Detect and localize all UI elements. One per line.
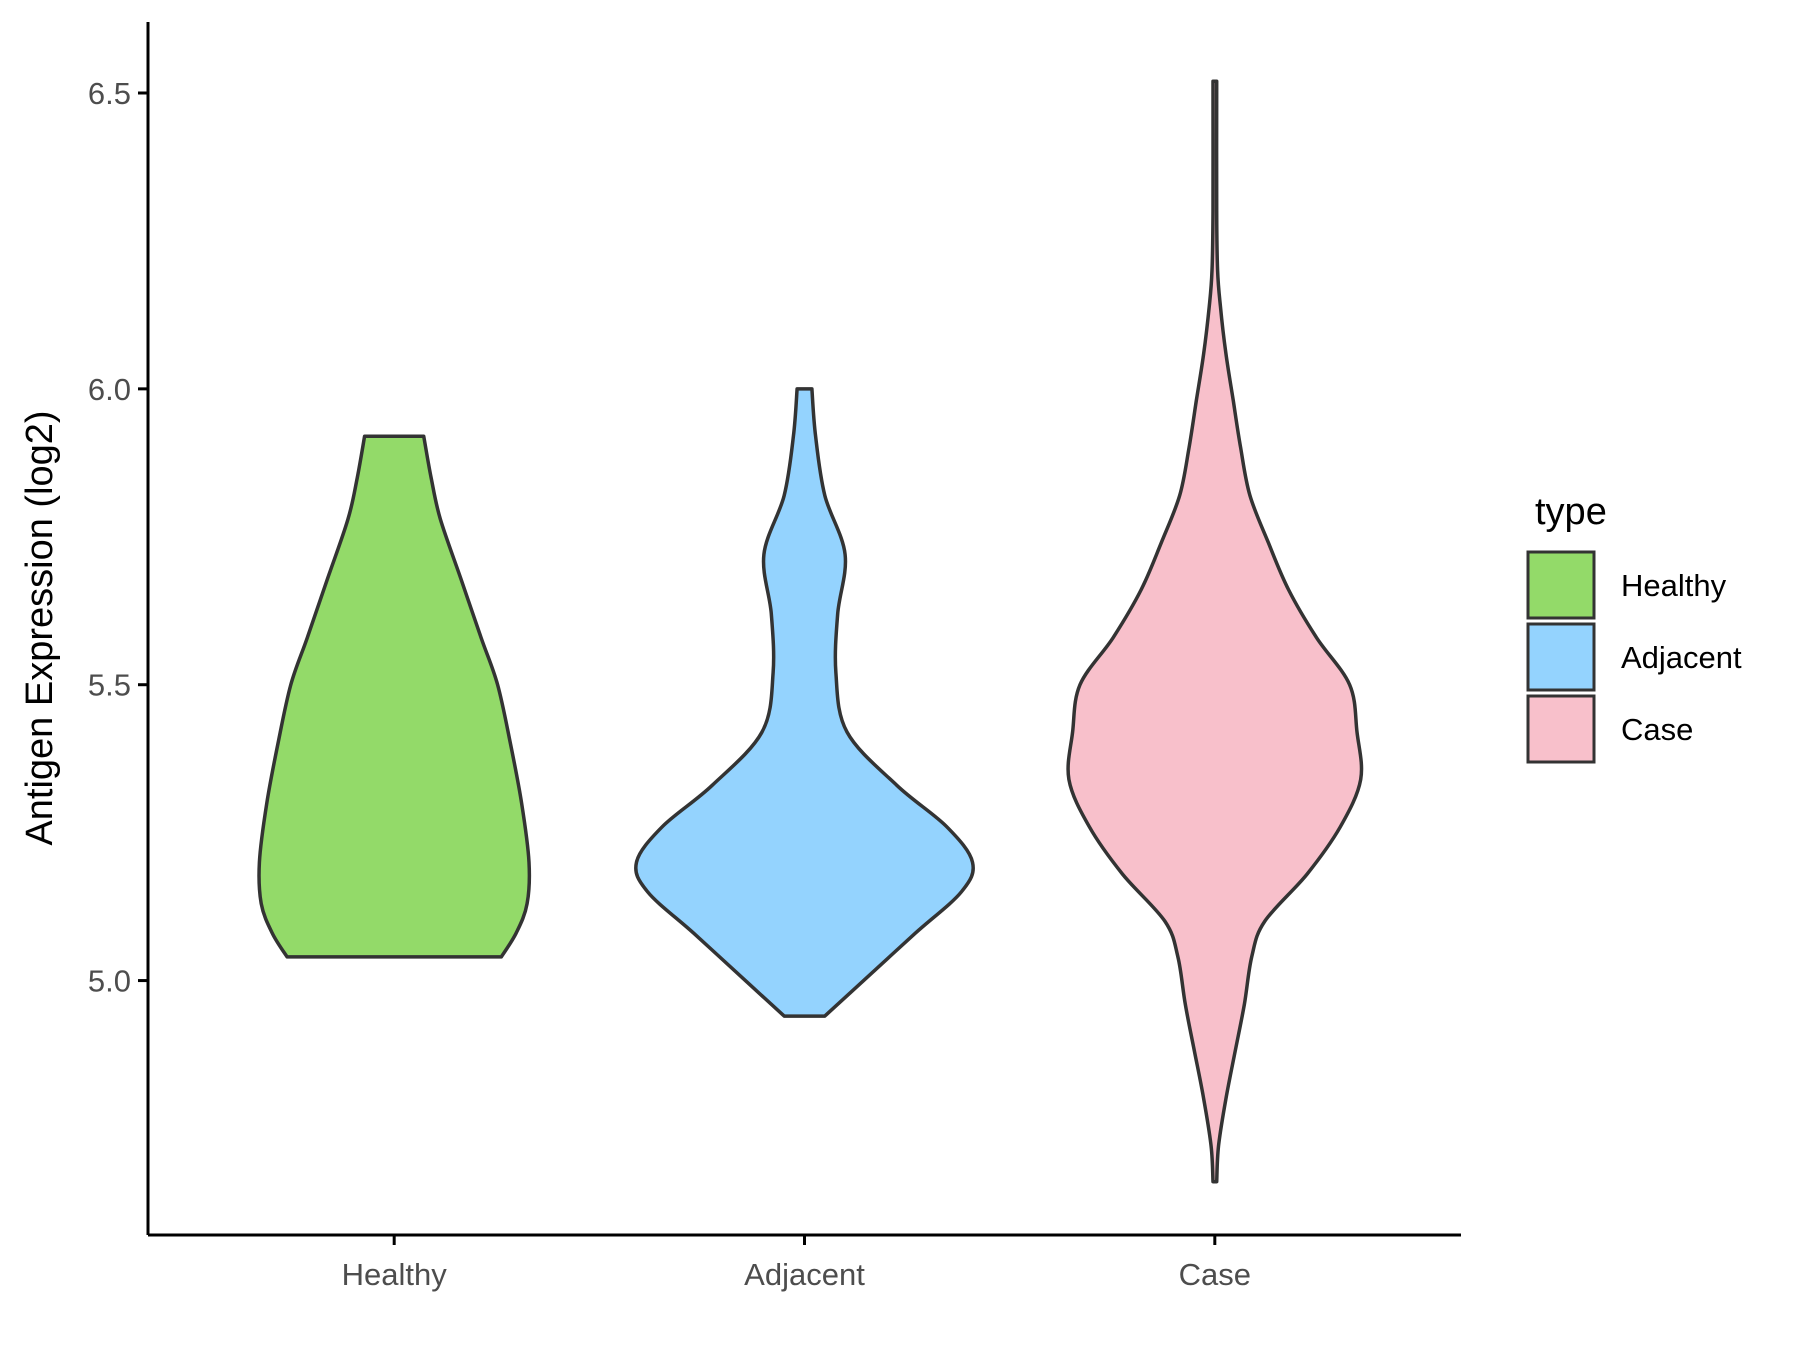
x-axis-ticks: Healthy Adjacent Case — [342, 1235, 1251, 1292]
y-tick-label: 5.5 — [88, 668, 131, 703]
y-axis-title: Antigen Expression (log2) — [19, 410, 61, 845]
y-tick-label: 6.5 — [88, 76, 131, 111]
x-tick-label: Adjacent — [744, 1257, 865, 1292]
legend-swatch-case — [1526, 694, 1596, 764]
legend-title: type — [1535, 491, 1607, 533]
legend-label-adjacent: Adjacent — [1621, 640, 1742, 675]
legend-swatch-adjacent — [1526, 622, 1596, 692]
legend: type Healthy Adjacent Case — [1526, 491, 1742, 764]
y-tick-label: 6.0 — [88, 372, 131, 407]
legend-label-case: Case — [1621, 712, 1693, 747]
x-tick-label: Case — [1179, 1257, 1251, 1292]
legend-swatch-healthy — [1526, 550, 1596, 620]
violin-case — [1066, 79, 1364, 1184]
x-tick-label: Healthy — [342, 1257, 448, 1292]
legend-label-healthy: Healthy — [1621, 568, 1727, 603]
legend-items: Healthy Adjacent Case — [1526, 550, 1742, 764]
violin-healthy — [257, 434, 532, 959]
y-axis-ticks: 5.0 5.5 6.0 6.5 — [88, 76, 148, 999]
y-tick-label: 5.0 — [88, 964, 131, 999]
violin-layer — [257, 79, 1364, 1184]
violin-adjacent — [634, 387, 975, 1018]
